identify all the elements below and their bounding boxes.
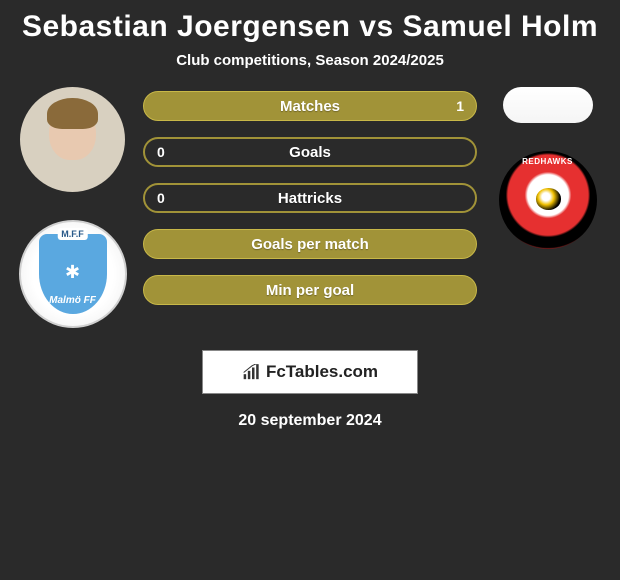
stat-bar-min-per-goal: Min per goal <box>143 275 477 305</box>
stat-bar-matches: Matches 1 <box>143 91 477 121</box>
site-logo[interactable]: FcTables.com <box>202 350 418 394</box>
subtitle: Club competitions, Season 2024/2025 <box>10 52 610 87</box>
logo-text: FcTables.com <box>266 362 378 382</box>
stat-label: Matches <box>280 98 340 115</box>
malmo-name: Malmö FF <box>49 295 96 306</box>
star-icon: ✱ <box>65 262 80 283</box>
stat-label: Goals <box>289 144 331 161</box>
main-row: M.F.F ✱ Malmö FF Matches 1 0 Goals 0 Hattrick… <box>10 87 610 328</box>
stat-bar-hattricks: 0 Hattricks <box>143 183 477 213</box>
player-right-avatar <box>503 87 593 123</box>
redhawks-label: REDHAWKS <box>522 157 573 166</box>
right-column: REDHAWKS <box>495 87 600 249</box>
stat-bar-goals-per-match: Goals per match <box>143 229 477 259</box>
stat-left-value: 0 <box>157 190 165 206</box>
stat-label: Hattricks <box>278 190 342 207</box>
malmo-top-text: M.F.F <box>57 228 88 240</box>
hawk-eye-icon <box>536 188 561 210</box>
club-left-badge: M.F.F ✱ Malmö FF <box>19 220 127 328</box>
stat-label: Goals per match <box>251 236 369 253</box>
stat-right-value: 1 <box>456 98 464 114</box>
footer: FcTables.com 20 september 2024 <box>10 350 610 430</box>
left-column: M.F.F ✱ Malmö FF <box>20 87 125 328</box>
stat-left-value: 0 <box>157 144 165 160</box>
stats-column: Matches 1 0 Goals 0 Hattricks Goals per match M… <box>143 87 477 305</box>
page-title: Sebastian Joergensen vs Samuel Holm <box>10 0 610 52</box>
comparison-card: Sebastian Joergensen vs Samuel Holm Club… <box>0 0 620 430</box>
stat-bar-goals: 0 Goals <box>143 137 477 167</box>
date-text: 20 september 2024 <box>238 412 381 430</box>
malmo-shield-icon: M.F.F ✱ Malmö FF <box>39 234 107 314</box>
stat-label: Min per goal <box>266 282 354 299</box>
player-left-avatar <box>20 87 125 192</box>
club-right-badge: REDHAWKS <box>499 151 597 249</box>
face-placeholder-icon <box>20 87 125 192</box>
bar-chart-icon <box>242 364 262 381</box>
